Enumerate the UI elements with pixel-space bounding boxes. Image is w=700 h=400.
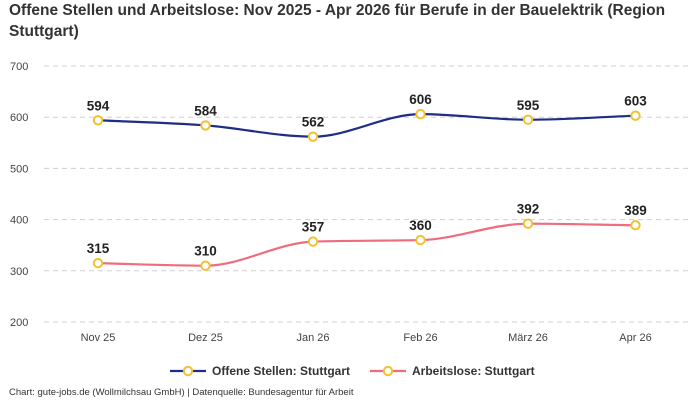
x-tick-label: März 26 [508, 332, 548, 344]
data-point [415, 108, 426, 120]
series-line [97, 222, 636, 267]
data-label: 392 [517, 202, 540, 217]
data-label: 562 [302, 115, 325, 130]
data-label: 360 [409, 218, 432, 233]
data-label: 584 [194, 103, 217, 118]
series-line [97, 113, 636, 138]
data-label: 315 [87, 241, 110, 256]
y-tick-label: 700 [10, 61, 28, 73]
data-point [200, 260, 211, 271]
chart-footer: Chart: gute-jobs.de (Wollmilchsau GmbH) … [9, 387, 354, 398]
x-tick-label: Jan 26 [296, 332, 329, 344]
y-tick-label: 300 [10, 266, 28, 278]
data-point [522, 218, 534, 229]
data-label: 357 [302, 220, 325, 235]
data-label: 595 [517, 98, 540, 113]
y-tick-label: 500 [10, 163, 28, 175]
y-tick-label: 400 [10, 215, 28, 227]
data-label: 606 [409, 92, 432, 107]
x-tick-label: Nov 25 [81, 332, 116, 344]
data-point [307, 131, 319, 142]
data-label: 310 [194, 244, 217, 259]
data-point [92, 115, 104, 126]
data-point [307, 236, 319, 247]
chart-title: Offene Stellen und Arbeitslose: Nov 2025… [9, 2, 666, 40]
legend-marker [182, 365, 194, 377]
x-tick-label: Feb 26 [403, 332, 437, 344]
data-point [522, 114, 534, 125]
legend-label: Offene Stellen: Stuttgart [212, 364, 350, 378]
legend-marker [382, 365, 394, 377]
data-label: 603 [624, 94, 647, 109]
legend-label: Arbeitslose: Stuttgart [412, 364, 535, 378]
data-point [92, 257, 104, 269]
data-point [415, 234, 426, 246]
data-point [630, 110, 641, 121]
data-label: 389 [624, 203, 647, 218]
data-point [630, 220, 641, 231]
data-label: 594 [87, 98, 110, 113]
x-tick-label: Apr 26 [619, 332, 651, 344]
y-tick-label: 600 [10, 112, 28, 124]
x-tick-label: Dez 25 [188, 332, 223, 344]
data-point [200, 120, 211, 131]
y-tick-label: 200 [10, 317, 28, 329]
